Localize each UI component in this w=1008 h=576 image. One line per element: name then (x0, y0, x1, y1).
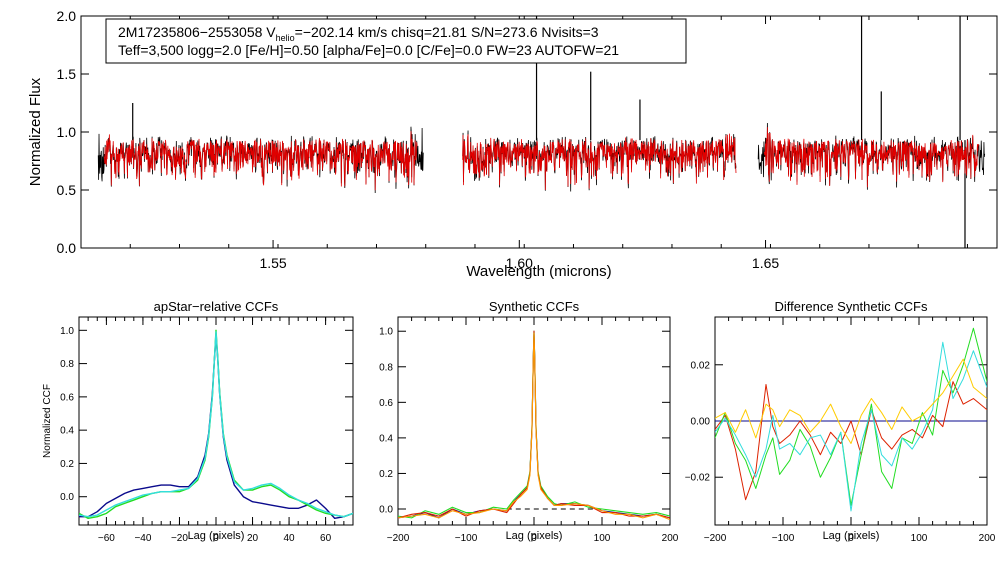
synthetic-ccf-ytick-label: 0.6 (379, 398, 393, 409)
synthetic-ccf-series-template-4 (398, 332, 670, 521)
synthetic-ccf-xtick-label: −200 (387, 533, 410, 544)
synthetic-ccf-xtick-label: 100 (594, 533, 611, 544)
difference-ccf-xtick-label: −100 (772, 533, 795, 544)
synthetic-ccf-series-template-3 (398, 330, 670, 519)
apstar-ccf-xtick-label: −60 (98, 533, 115, 544)
info-line-1-b: =−202.14 km/s chisq=21.81 S/N=273.6 Nvis… (295, 24, 599, 40)
spectrum-ylabel: Normalized Flux (27, 77, 44, 186)
info-line-1: 2M17235806−2553058 Vhelio=−202.14 km/s c… (118, 24, 599, 43)
spectrum-ytick-label: 1.5 (57, 66, 77, 82)
spectrum-xlabel: Wavelength (microns) (466, 263, 611, 280)
synthetic-ccf-xtick-label: −100 (455, 533, 478, 544)
apstar-ccf-xtick-label: −40 (134, 533, 151, 544)
difference-ccf-xlabel: Lag (pixels) (823, 530, 880, 542)
synthetic-ccf-ytick-label: 0.8 (379, 362, 393, 373)
synthetic-ccf-ytick-label: 1.0 (379, 327, 393, 338)
apstar-ccf-xtick-label: 20 (247, 533, 259, 544)
spectrum-model-line (462, 133, 737, 190)
info-line-2: Teff=3,500 logg=2.0 [Fe/H]=0.50 [alpha/F… (118, 42, 619, 58)
spectrum-xtick-label: 1.65 (752, 255, 779, 271)
spectrum-info-box: 2M17235806−2553058 Vhelio=−202.14 km/s c… (105, 18, 687, 64)
info-box-frame (105, 18, 687, 64)
synthetic-ccf-ytick-label: 0.2 (379, 469, 393, 480)
apstar-ccf-title: apStar−relative CCFs (154, 299, 279, 314)
difference-ccf-xtick-label: 100 (911, 533, 928, 544)
spectrum-ytick-label: 1.0 (57, 124, 77, 140)
difference-ccf-series-diff-4 (715, 341, 987, 512)
apstar-ccf-ytick-label: 0.8 (60, 359, 74, 370)
spectrum-ytick-label: 0.0 (57, 240, 77, 256)
synthetic-ccf-xlabel: Lag (pixels) (506, 530, 563, 542)
difference-ccf-ytick-label: 0.00 (691, 417, 711, 428)
apstar-ccf-xtick-label: 40 (284, 533, 296, 544)
spectrum-axes: 1.55 1.60 1.65 0.0 0.5 1.0 1.5 2.0 Wavelength (m… (27, 8, 998, 280)
apstar-ccf-ytick-label: 0.4 (60, 426, 74, 437)
apstar-ccf-series-visit-3 (79, 331, 353, 518)
info-line-1-subscript: helio (276, 33, 295, 43)
apstar-ccf-ytick-label: 0.0 (60, 492, 74, 503)
synthetic-ccf-axes: −200 −100 0 100 200 0.0 0.2 0.4 0.6 0.8 1.0 Synthet… (379, 299, 679, 544)
spectrum-xtick-label: 1.60 (506, 255, 533, 271)
spectrum-model-line (763, 127, 979, 188)
spectrum-xtick-label: 1.55 (259, 255, 286, 271)
difference-ccf-ytick-label: −0.02 (685, 473, 711, 484)
synthetic-ccf-xtick-label: 200 (662, 533, 679, 544)
difference-ccf-xtick-label: −200 (704, 533, 727, 544)
spectrum-ytick-label: 2.0 (57, 8, 77, 24)
info-line-1-a: 2M17235806−2553058 V (118, 24, 276, 40)
difference-ccf-title: Difference Synthetic CCFs (775, 299, 928, 314)
synthetic-ccf-ytick-label: 0.4 (379, 433, 393, 444)
apstar-ccf-ylabel: Normalized CCF (42, 384, 53, 458)
synthetic-ccf-title: Synthetic CCFs (489, 299, 580, 314)
spectrum-model-series (103, 127, 979, 191)
apstar-ccf-xtick-label: −20 (171, 533, 188, 544)
difference-ccf-axes: −200 −100 0 100 200 −0.02 0.00 0.02 Difference S… (685, 299, 996, 544)
apstar-ccf-xtick-label: 0 (213, 533, 219, 544)
apstar-ccf-xlabel: Lag (pixels) (188, 530, 245, 542)
apstar-ccf-ytick-label: 0.6 (60, 392, 74, 403)
apstar-ccf-axes: −60 −40 −20 0 20 40 60 0.0 0.2 0.4 0.6 0.8 1.0 apStar… (42, 299, 354, 544)
difference-ccf-xtick-label: 200 (979, 533, 996, 544)
apstar-ccf-ytick-label: 1.0 (60, 326, 74, 337)
apstar-ccf-xtick-label: 60 (320, 533, 332, 544)
spectrum-model-line (103, 131, 418, 191)
apstar-ccf-ytick-label: 0.2 (60, 459, 74, 470)
spectrum-ytick-label: 0.5 (57, 182, 77, 198)
difference-ccf-xtick-label: 0 (848, 533, 854, 544)
synthetic-ccf-xtick-label: 0 (531, 533, 537, 544)
difference-ccf-series-diff-5 (715, 358, 987, 444)
difference-ccf-series-diff-2 (715, 381, 987, 501)
synthetic-ccf-ytick-label: 0.0 (379, 505, 393, 516)
difference-ccf-ytick-label: 0.02 (691, 360, 711, 371)
